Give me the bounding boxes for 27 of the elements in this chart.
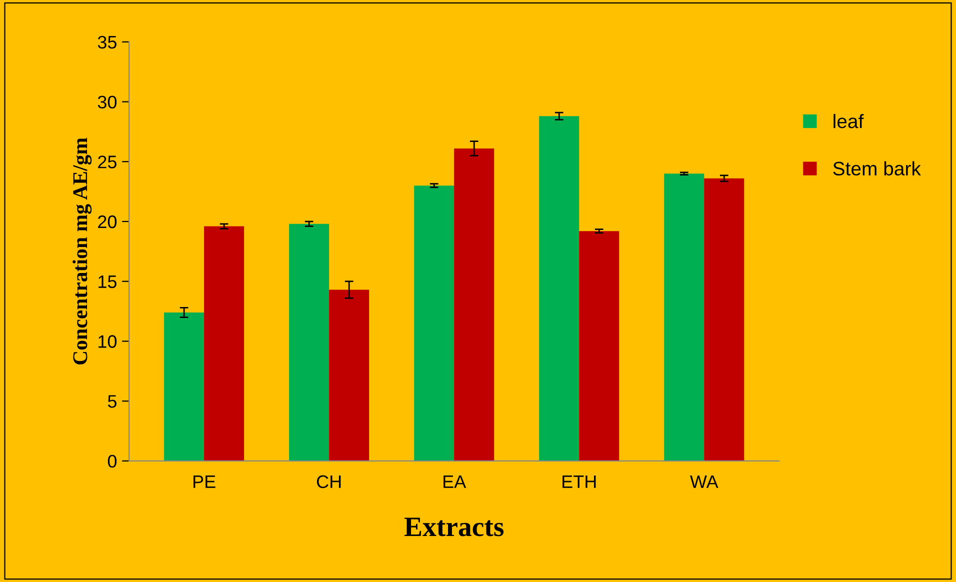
bar [289, 224, 330, 461]
bar [579, 231, 620, 461]
y-tick-label: 0 [108, 454, 117, 468]
x-tick-label: EA [444, 475, 466, 488]
bar [704, 178, 744, 461]
y-tick-label: 35 [98, 36, 116, 49]
y-tick-label: 30 [98, 96, 117, 108]
x-axis-title: Extracts [404, 518, 504, 536]
bar [664, 174, 704, 461]
legend-label: Stem bark [833, 161, 921, 176]
y-axis-title: Concentration mg AE/gm [72, 138, 92, 364]
y-tick-label: 15 [98, 275, 116, 288]
x-tick-label: PE [194, 475, 216, 488]
bar [454, 148, 494, 461]
x-tick-label: WA [690, 475, 718, 488]
legend-label: leaf [834, 114, 864, 128]
bar [414, 186, 454, 461]
x-tick-label: ETH [562, 475, 596, 488]
y-tick-label: 20 [98, 215, 117, 228]
bar [164, 312, 204, 461]
y-tick-label: 25 [98, 156, 116, 168]
bar [204, 226, 244, 461]
bar [539, 116, 580, 461]
bar [329, 290, 370, 461]
x-tick-label: CH [316, 475, 341, 488]
y-tick-label: 10 [98, 335, 117, 348]
y-tick-label: 5 [108, 395, 116, 408]
